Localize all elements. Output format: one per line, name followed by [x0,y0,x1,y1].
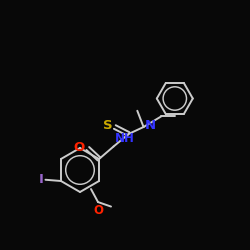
Text: I: I [38,173,44,186]
Text: O: O [74,141,85,154]
Text: O: O [93,204,103,217]
Text: N: N [144,120,156,132]
Text: S: S [103,119,113,132]
Text: NH: NH [114,132,134,145]
